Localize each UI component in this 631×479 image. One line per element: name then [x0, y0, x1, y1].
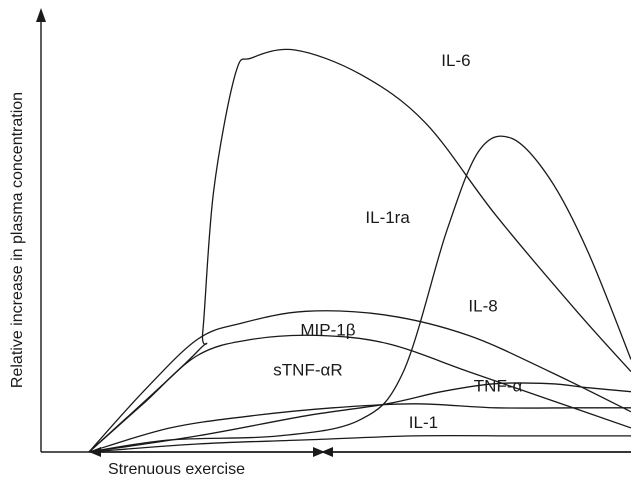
recovery-start-arrowhead: [321, 447, 333, 457]
series-label-4: sTNF-αR: [273, 361, 342, 380]
series-line-1: [88, 135, 631, 453]
series-label-2: IL-8: [468, 296, 497, 315]
series-label-6: IL-1: [409, 413, 438, 432]
y-axis-arrow: [36, 8, 46, 22]
series-line-5: [88, 403, 631, 453]
exercise-end-arrowhead: [313, 447, 325, 457]
series-line-6: [88, 434, 631, 453]
y-axis-label: Relative increase in plasma concentratio…: [9, 92, 26, 388]
series-label-0: IL-6: [441, 51, 470, 70]
series-label-3: MIP-1β: [300, 320, 355, 339]
series-line-4: [88, 382, 631, 453]
series-line-3: [88, 334, 631, 453]
series-line-0: [88, 48, 631, 453]
x-axis-label: Strenuous exercise: [108, 461, 245, 478]
series-label-1: IL-1ra: [365, 208, 410, 227]
series-labels: IL-6 IL-1ra IL-8 MIP-1β sTNF-αR TNF-α IL-1: [273, 51, 522, 432]
series-curves: [88, 48, 631, 453]
series-line-2: [88, 310, 631, 453]
series-label-5: TNF-α: [474, 377, 523, 396]
